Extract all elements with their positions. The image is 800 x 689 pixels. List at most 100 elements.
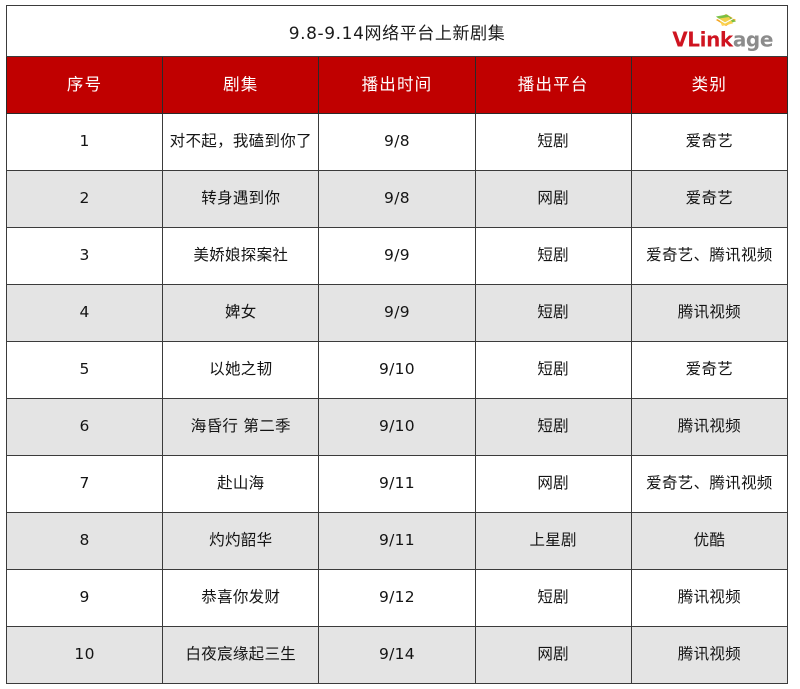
cell-platform-text: 短剧 [537, 588, 569, 607]
table-row[interactable]: 6 海昏行 第二季 9/10 短剧 腾讯视频 [5, 398, 789, 456]
cell-platform[interactable]: 网剧 [474, 455, 632, 513]
cell-date[interactable]: 9/9 [318, 284, 476, 342]
table-row[interactable]: 8 灼灼韶华 9/11 上星剧 优酷 [5, 512, 789, 570]
cell-index[interactable]: 7 [5, 455, 164, 513]
cell-date-text: 9/8 [384, 132, 410, 151]
table-row[interactable]: 3 美娇娘探案社 9/9 短剧 爱奇艺、腾讯视频 [5, 227, 789, 285]
cell-title[interactable]: 婢女 [162, 284, 320, 342]
table-row[interactable]: 1 对不起，我磕到你了 9/8 短剧 爱奇艺 [5, 113, 789, 171]
cell-category-text: 爱奇艺、腾讯视频 [646, 474, 773, 493]
cell-category-text: 优酷 [693, 531, 726, 550]
cell-date-text: 9/10 [378, 417, 415, 436]
cell-index-text: 9 [79, 588, 90, 607]
cell-platform-text: 短剧 [537, 303, 569, 322]
table-header-row: 序号 剧集 播出时间 播出平台 类别 [5, 56, 789, 114]
cell-category-text: 爱奇艺 [685, 132, 734, 151]
page-title: 9.8-9.14网络平台上新剧集 [288, 23, 506, 44]
cell-date-text: 9/12 [378, 588, 415, 607]
cell-title[interactable]: 赴山海 [162, 455, 320, 513]
column-header-category[interactable]: 类别 [630, 56, 789, 114]
cell-title-text: 以她之韧 [209, 360, 273, 379]
table-row[interactable]: 9 恭喜你发财 9/12 短剧 腾讯视频 [5, 569, 789, 627]
column-header-index[interactable]: 序号 [5, 56, 164, 114]
cell-title[interactable]: 恭喜你发财 [162, 569, 320, 627]
logo-word-secondary: age [732, 27, 774, 52]
cell-index[interactable]: 10 [5, 626, 164, 684]
cell-index[interactable]: 4 [5, 284, 164, 342]
cell-category[interactable]: 爱奇艺、腾讯视频 [630, 227, 789, 285]
cell-title[interactable]: 对不起，我磕到你了 [162, 113, 320, 171]
cell-title[interactable]: 美娇娘探案社 [162, 227, 320, 285]
column-header-platform[interactable]: 播出平台 [474, 56, 632, 114]
cell-date[interactable]: 9/11 [318, 455, 476, 513]
cell-platform-text: 短剧 [537, 132, 569, 151]
title-inner: 9.8-9.14网络平台上新剧集 [7, 6, 787, 56]
cell-date[interactable]: 9/12 [318, 569, 476, 627]
cell-category-text: 爱奇艺 [685, 189, 734, 208]
cell-index-text: 5 [79, 360, 90, 379]
cell-title[interactable]: 转身遇到你 [162, 170, 320, 228]
cell-category[interactable]: 腾讯视频 [630, 626, 789, 684]
cell-index[interactable]: 5 [5, 341, 164, 399]
cell-category[interactable]: 爱奇艺 [630, 341, 789, 399]
cell-date[interactable]: 9/9 [318, 227, 476, 285]
cell-index-text: 4 [79, 303, 90, 322]
cell-category[interactable]: 爱奇艺、腾讯视频 [630, 455, 789, 513]
cell-category[interactable]: 腾讯视频 [630, 284, 789, 342]
table-row[interactable]: 5 以她之韧 9/10 短剧 爱奇艺 [5, 341, 789, 399]
cell-category[interactable]: 爱奇艺 [630, 113, 789, 171]
cell-index[interactable]: 8 [5, 512, 164, 570]
cell-platform[interactable]: 短剧 [474, 284, 632, 342]
cell-date[interactable]: 9/8 [318, 170, 476, 228]
cell-platform[interactable]: 短剧 [474, 569, 632, 627]
column-header-date-label: 播出时间 [361, 74, 433, 94]
column-header-category-label: 类别 [691, 74, 728, 94]
table-body: 9.8-9.14网络平台上新剧集 [5, 5, 789, 684]
cell-platform-text: 网剧 [537, 474, 569, 493]
cell-date[interactable]: 9/10 [318, 398, 476, 456]
cell-date[interactable]: 9/14 [318, 626, 476, 684]
cell-platform[interactable]: 短剧 [474, 398, 632, 456]
column-header-title[interactable]: 剧集 [162, 56, 320, 114]
cell-title[interactable]: 海昏行 第二季 [162, 398, 320, 456]
cell-platform[interactable]: 上星剧 [474, 512, 632, 570]
new-drama-table: 9.8-9.14网络平台上新剧集 [5, 5, 789, 684]
cell-title[interactable]: 白夜宸缘起三生 [162, 626, 320, 684]
cell-category-text: 腾讯视频 [677, 588, 741, 607]
cell-title[interactable]: 以她之韧 [162, 341, 320, 399]
cell-title-text: 对不起，我磕到你了 [169, 132, 312, 151]
cell-index[interactable]: 3 [5, 227, 164, 285]
cell-platform-text: 网剧 [537, 645, 569, 664]
title-cell: 9.8-9.14网络平台上新剧集 [6, 5, 788, 57]
cell-category[interactable]: 爱奇艺 [630, 170, 789, 228]
cell-title-text: 白夜宸缘起三生 [185, 645, 297, 664]
title-row: 9.8-9.14网络平台上新剧集 [6, 5, 788, 57]
cell-platform[interactable]: 网剧 [474, 170, 632, 228]
cell-category[interactable]: 优酷 [630, 512, 789, 570]
cell-date-text: 9/11 [378, 474, 415, 493]
cell-date[interactable]: 9/11 [318, 512, 476, 570]
table-row[interactable]: 2 转身遇到你 9/8 网剧 爱奇艺 [5, 170, 789, 228]
cell-index[interactable]: 2 [5, 170, 164, 228]
table-row[interactable]: 4 婢女 9/9 短剧 腾讯视频 [5, 284, 789, 342]
cell-category[interactable]: 腾讯视频 [630, 398, 789, 456]
cell-category[interactable]: 腾讯视频 [630, 569, 789, 627]
cell-title[interactable]: 灼灼韶华 [162, 512, 320, 570]
vlinkage-logo[interactable]: VLinkage [672, 12, 774, 52]
cell-index[interactable]: 1 [5, 113, 164, 171]
cell-title-text: 赴山海 [217, 474, 265, 493]
table-row[interactable]: 7 赴山海 9/11 网剧 爱奇艺、腾讯视频 [5, 455, 789, 513]
cell-category-text: 腾讯视频 [677, 417, 741, 436]
cell-index[interactable]: 6 [5, 398, 164, 456]
column-header-date[interactable]: 播出时间 [318, 56, 476, 114]
cell-platform[interactable]: 短剧 [474, 341, 632, 399]
cell-date[interactable]: 9/8 [318, 113, 476, 171]
cell-platform[interactable]: 短剧 [474, 227, 632, 285]
cell-platform[interactable]: 短剧 [474, 113, 632, 171]
cell-date[interactable]: 9/10 [318, 341, 476, 399]
cell-index[interactable]: 9 [5, 569, 164, 627]
cell-platform[interactable]: 网剧 [474, 626, 632, 684]
table-row[interactable]: 10 白夜宸缘起三生 9/14 网剧 腾讯视频 [5, 626, 789, 684]
cell-date-text: 9/8 [384, 189, 410, 208]
